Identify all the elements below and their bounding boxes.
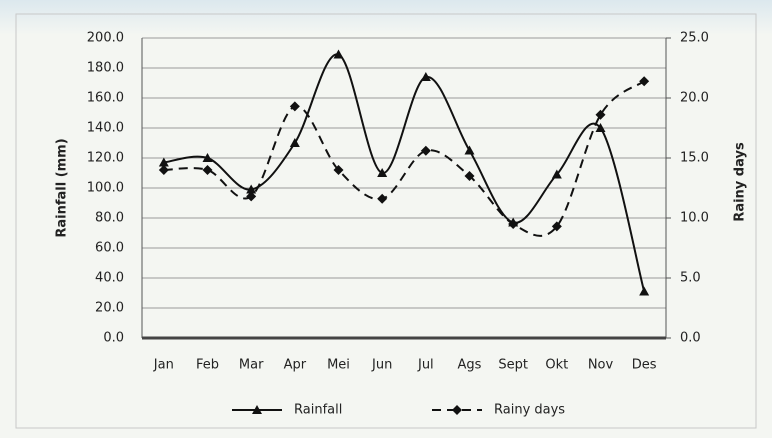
diamond-marker	[464, 171, 475, 181]
y-tick-label: 180.0	[87, 61, 124, 76]
diamond-marker	[508, 219, 519, 229]
chart-frame	[15, 13, 757, 429]
diamond-marker	[452, 405, 462, 415]
y-tick-label: 120.0	[87, 151, 124, 166]
y2-tick-label: 0.0	[680, 331, 701, 346]
diamond-marker	[595, 109, 606, 120]
triangle-marker	[202, 153, 213, 162]
y-tick-label: 100.0	[87, 181, 124, 196]
y2-tick-label: 15.0	[680, 151, 709, 166]
x-tick-label: Sept	[498, 358, 528, 373]
diamond-marker	[639, 76, 650, 87]
diamond-marker	[158, 165, 169, 175]
triangle-marker	[246, 184, 257, 194]
y-tick-label: 160.0	[87, 91, 124, 106]
triangle-marker	[333, 49, 344, 59]
diamond-marker	[420, 145, 431, 156]
diamond-marker	[289, 101, 300, 112]
triangle-marker	[551, 169, 562, 179]
diamond-marker	[377, 193, 388, 204]
x-tick-label: Jul	[417, 358, 434, 373]
x-tick-label: Des	[632, 358, 657, 373]
triangle-marker	[464, 145, 475, 155]
y2-tick-label: 25.0	[680, 31, 709, 46]
x-tick-label: Ags	[458, 358, 482, 373]
y2-tick-label: 10.0	[680, 211, 709, 226]
triangle-marker	[595, 123, 606, 132]
triangle-marker	[289, 138, 300, 147]
y-tick-label: 200.0	[87, 31, 124, 46]
diamond-marker	[246, 191, 257, 202]
x-tick-label: Nov	[588, 358, 614, 373]
y-axis-title: Rainfall (mm)	[55, 138, 70, 237]
y-tick-label: 20.0	[95, 301, 124, 316]
y-tick-label: 0.0	[103, 331, 124, 346]
x-tick-label: Apr	[284, 358, 307, 373]
diamond-marker	[551, 221, 562, 232]
y-tick-label: 140.0	[87, 121, 124, 136]
diamond-marker	[333, 165, 344, 175]
y-tick-label: 80.0	[95, 211, 124, 226]
x-tick-label: Mar	[239, 358, 264, 373]
y-tick-label: 60.0	[95, 241, 124, 256]
x-tick-label: Mei	[327, 358, 350, 373]
triangle-marker	[639, 286, 650, 296]
y-tick-label: 40.0	[95, 271, 124, 286]
triangle-marker	[420, 72, 431, 81]
x-tick-label: Jun	[371, 358, 392, 373]
x-tick-label: Okt	[545, 358, 568, 373]
triangle-marker	[252, 405, 262, 414]
legend-label: Rainfall	[294, 403, 342, 418]
y2-tick-label: 5.0	[680, 271, 701, 286]
diamond-marker	[202, 165, 213, 175]
y2-axis-title: Rainy days	[733, 142, 748, 222]
triangle-marker	[377, 168, 388, 177]
legend-label: Rainy days	[494, 403, 565, 418]
x-tick-label: Feb	[196, 358, 219, 373]
triangle-marker	[158, 157, 169, 167]
y2-tick-label: 20.0	[680, 91, 709, 106]
x-tick-label: Jan	[153, 358, 174, 373]
